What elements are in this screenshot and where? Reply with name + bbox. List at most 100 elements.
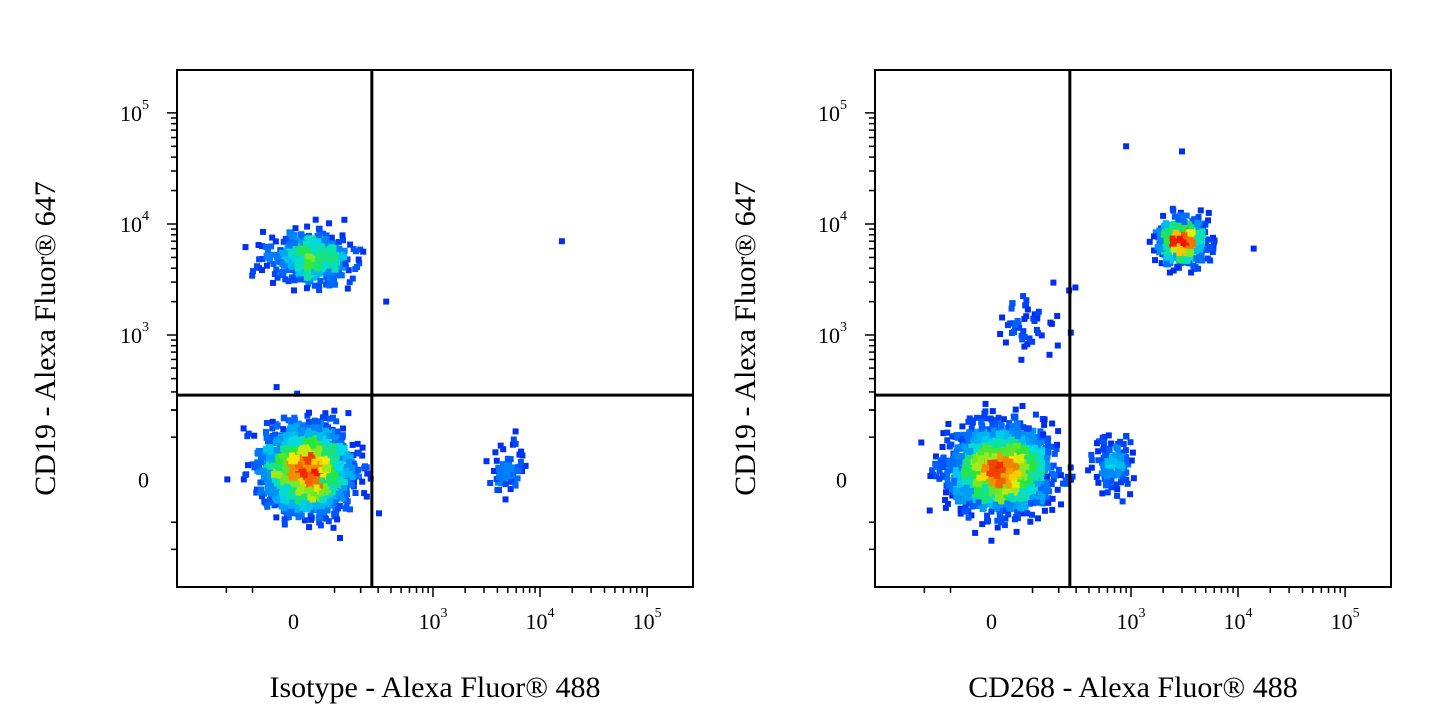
event-dot <box>280 426 287 433</box>
event-dot <box>333 451 340 458</box>
event-dot <box>294 257 301 264</box>
event-dot <box>349 474 356 481</box>
event-dot <box>359 478 366 485</box>
event-dot <box>289 446 296 453</box>
event-dot <box>343 463 350 470</box>
event-dot <box>496 474 502 481</box>
event-dot <box>316 482 323 489</box>
event-dot <box>266 462 272 469</box>
event-dot <box>274 258 281 265</box>
x-tick-label: 0 <box>288 609 299 634</box>
event-dot <box>483 458 490 465</box>
event-dot <box>320 473 327 480</box>
event-dot <box>1053 446 1060 452</box>
event-dot <box>317 420 324 427</box>
event-dot <box>325 487 331 494</box>
event-dot <box>1027 518 1034 525</box>
event-dot <box>291 256 298 263</box>
event-dot <box>939 444 946 450</box>
event-dot <box>299 248 305 255</box>
event-dot <box>294 506 300 513</box>
event-dot <box>331 253 338 260</box>
event-dot <box>289 267 296 273</box>
event-dot <box>268 452 275 459</box>
event-dot <box>512 482 519 489</box>
event-dot <box>282 276 289 283</box>
event-dot <box>347 241 354 248</box>
event-dot <box>496 465 503 471</box>
event-dot <box>281 438 288 445</box>
event-dot <box>322 281 329 288</box>
event-dot <box>1054 441 1060 448</box>
event-dot <box>289 489 296 496</box>
event-dot <box>363 493 370 500</box>
event-dot <box>507 486 514 492</box>
event-dot <box>965 507 972 514</box>
event-dot <box>312 282 318 289</box>
event-dot <box>310 265 317 272</box>
event-dot <box>316 225 323 232</box>
event-dot <box>1015 421 1021 428</box>
event-dot <box>305 419 312 425</box>
event-dot <box>286 461 293 468</box>
event-dot <box>288 260 295 267</box>
event-dot <box>288 508 295 515</box>
event-dot <box>493 457 500 464</box>
axis-ticks <box>167 112 648 597</box>
event-dot <box>306 524 313 531</box>
event-dot <box>291 474 298 481</box>
event-dot <box>271 502 278 509</box>
event-dot <box>269 234 276 241</box>
event-dot <box>340 237 346 244</box>
event-dot <box>1003 507 1009 514</box>
event-dot <box>326 471 333 478</box>
event-dot <box>1041 507 1048 514</box>
event-dot <box>978 415 985 422</box>
event-dot <box>289 499 296 506</box>
event-dot <box>286 242 293 249</box>
event-dot <box>308 473 314 480</box>
event-dot <box>308 516 315 523</box>
event-dot <box>298 450 305 457</box>
event-dot <box>292 445 299 452</box>
event-dot <box>968 434 974 441</box>
event-dot <box>298 429 304 436</box>
event-dot <box>283 432 290 439</box>
event-dot <box>342 257 349 264</box>
event-dot <box>302 274 309 281</box>
event-dot <box>258 450 265 457</box>
event-dot <box>1014 512 1021 519</box>
event-dot <box>293 455 300 462</box>
event-dot <box>318 467 325 474</box>
event-dot <box>1032 411 1039 418</box>
event-dot <box>1039 447 1046 454</box>
event-dot <box>338 438 345 445</box>
event-dot <box>328 234 335 241</box>
event-dot <box>292 249 299 256</box>
event-dot <box>304 478 311 485</box>
event-dot <box>1049 420 1056 427</box>
event-dot <box>940 430 947 437</box>
event-dot <box>1006 420 1013 427</box>
event-dot <box>310 239 317 246</box>
event-dot <box>317 470 324 477</box>
event-dot <box>256 463 262 470</box>
event-dot <box>308 485 315 492</box>
event-dot <box>558 238 565 245</box>
event-dot <box>274 497 281 504</box>
event-dot <box>330 414 336 421</box>
event-dot <box>287 425 293 432</box>
event-dot <box>360 248 367 255</box>
event-dot <box>301 517 308 524</box>
event-dot <box>272 238 279 245</box>
event-dot <box>294 450 301 457</box>
event-dot <box>354 264 360 270</box>
event-dot <box>1022 506 1029 513</box>
event-dot <box>364 470 371 477</box>
event-dot <box>305 465 312 472</box>
event-dot <box>280 485 287 492</box>
event-dot <box>309 255 316 262</box>
event-dot <box>305 280 312 287</box>
event-dot <box>1019 510 1026 517</box>
event-dot <box>1064 473 1071 480</box>
